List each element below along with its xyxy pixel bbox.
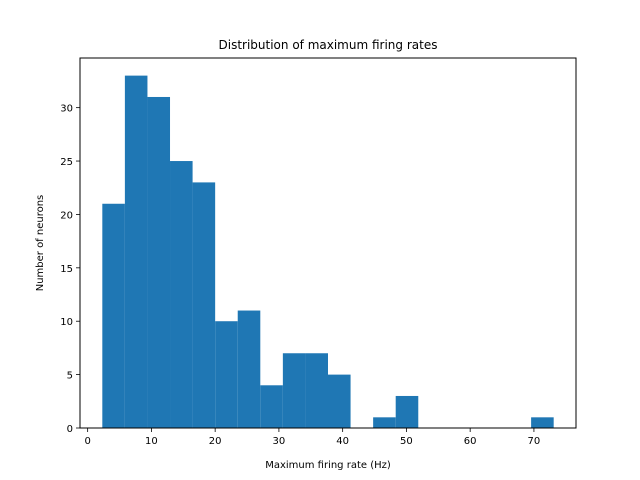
histogram-bar bbox=[373, 417, 396, 428]
histogram-bar bbox=[305, 353, 328, 428]
histogram-bars bbox=[102, 75, 554, 429]
y-tick-label: 20 bbox=[60, 210, 73, 221]
x-tick-label: 10 bbox=[145, 436, 158, 447]
y-tick-label: 30 bbox=[60, 104, 73, 115]
chart-title: Distribution of maximum firing rates bbox=[219, 38, 438, 52]
histogram-bar bbox=[102, 203, 125, 428]
histogram-bar bbox=[395, 395, 419, 428]
histogram-bar bbox=[328, 374, 351, 428]
y-axis-ticks: 0 5 10 15 20 25 30 bbox=[60, 104, 80, 435]
x-tick-label: 20 bbox=[209, 436, 222, 447]
y-tick-label: 15 bbox=[60, 264, 73, 275]
y-tick-label: 0 bbox=[67, 424, 73, 435]
histogram-bar bbox=[170, 161, 193, 428]
histogram-bar bbox=[531, 417, 554, 428]
histogram-bar bbox=[192, 182, 216, 428]
histogram-bar bbox=[282, 353, 306, 428]
histogram-bar bbox=[147, 96, 171, 429]
histogram-bar bbox=[237, 310, 261, 428]
x-tick-label: 70 bbox=[528, 436, 541, 447]
x-axis-ticks: 0 10 20 30 40 50 60 70 bbox=[84, 428, 540, 447]
y-tick-label: 25 bbox=[60, 157, 73, 168]
y-axis-label: Number of neurons bbox=[35, 195, 46, 292]
y-tick-label: 5 bbox=[67, 371, 73, 382]
histogram-bar bbox=[215, 321, 238, 428]
x-axis-label: Maximum firing rate (Hz) bbox=[265, 460, 391, 471]
x-tick-label: 40 bbox=[336, 436, 349, 447]
x-tick-label: 60 bbox=[464, 436, 477, 447]
histogram-bar bbox=[124, 75, 148, 428]
y-tick-label: 10 bbox=[60, 317, 73, 328]
plot-area-frame bbox=[79, 57, 577, 429]
histogram-bar bbox=[260, 385, 283, 428]
x-tick-label: 50 bbox=[400, 436, 413, 447]
x-tick-label: 30 bbox=[273, 436, 286, 447]
x-tick-label: 0 bbox=[84, 436, 90, 447]
